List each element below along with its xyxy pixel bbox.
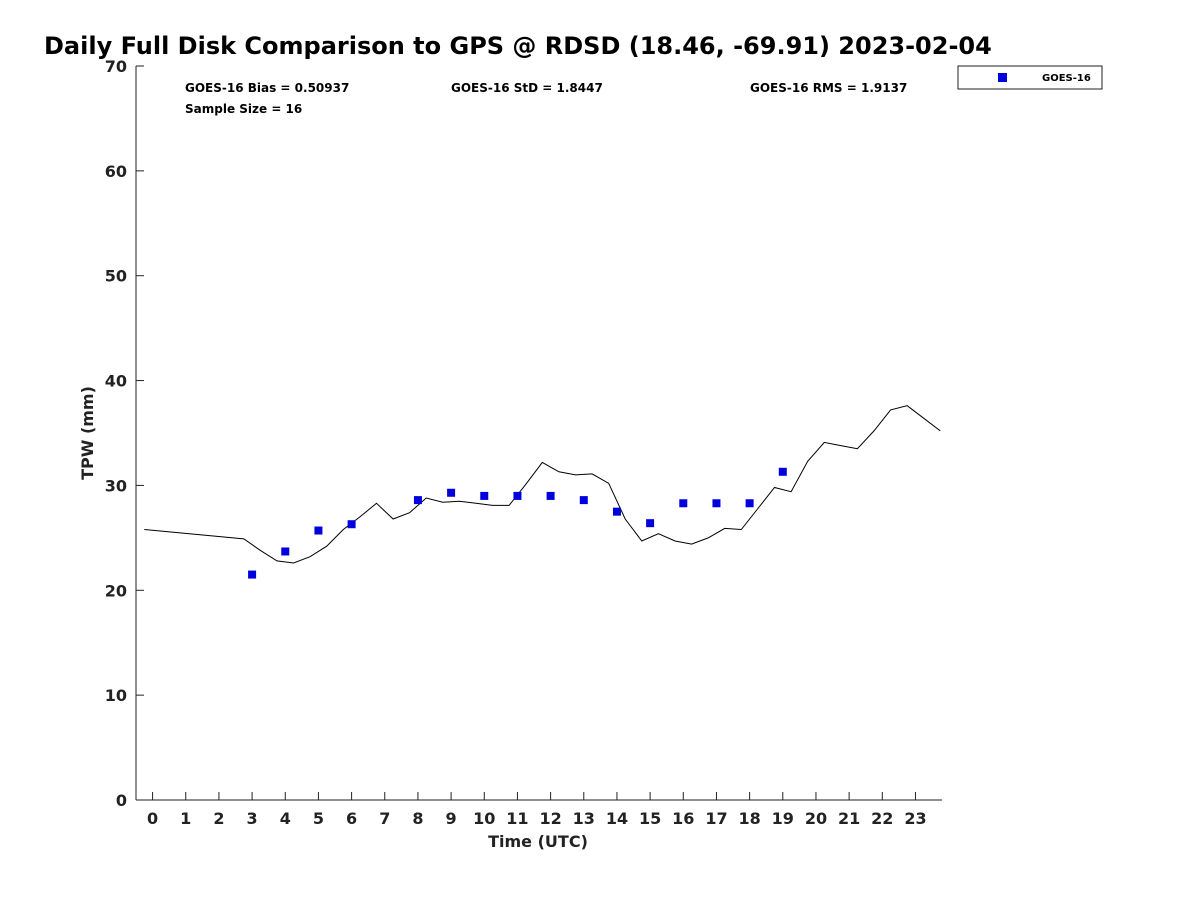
goes16-markers [248,467,787,579]
stat-rms: GOES-16 RMS = 1.9137 [750,81,907,95]
x-tick-label: 14 [606,809,628,828]
goes16-point [546,491,555,500]
x-tick-label: 22 [871,809,893,828]
legend-box [957,65,1103,90]
y-tick-label: 0 [116,791,127,810]
y-tick-label: 50 [105,267,127,286]
stat-bias: GOES-16 Bias = 0.50937 [185,81,349,95]
goes16-point [778,467,787,476]
x-tick-label: 8 [412,809,423,828]
y-tick-label: 10 [105,686,127,705]
goes16-point [480,491,489,500]
legend-marker-goes16 [998,73,1007,82]
goes16-point [413,496,422,505]
goes16-point [513,491,522,500]
x-axis-label: Time (UTC) [488,832,588,851]
x-tick-label: 15 [639,809,661,828]
goes16-point [679,499,688,508]
stat-sample-size: Sample Size = 16 [185,102,302,116]
x-tick-label: 11 [506,809,528,828]
y-tick-label: 70 [105,57,127,76]
gps-line [144,405,941,564]
x-tick-label: 2 [213,809,224,828]
y-tick-label: 30 [105,476,127,495]
x-tick-label: 18 [738,809,760,828]
x-tick-label: 12 [539,809,561,828]
x-ticks: 0 1 2 3 4 5 6 7 8 9 10 11 12 13 14 15 16 17 18 19 20 21 22 23 [147,792,927,828]
y-tick-label: 60 [105,162,127,181]
goes16-point [314,526,323,535]
goes16-point [612,507,621,516]
y-axis-label: TPW (mm) [78,386,97,480]
x-tick-label: 5 [313,809,324,828]
x-tick-label: 20 [805,809,827,828]
x-tick-label: 13 [573,809,595,828]
x-tick-label: 0 [147,809,158,828]
gps-series-line [144,405,941,564]
legend: GOES-16 [957,65,1103,90]
x-tick-label: 16 [672,809,694,828]
x-tick-label: 1 [180,809,191,828]
goes16-point [745,499,754,508]
y-tick-label: 40 [105,372,127,391]
plot-axes [135,66,942,801]
x-tick-label: 9 [446,809,457,828]
chart-title: Daily Full Disk Comparison to GPS @ RDSD… [44,32,992,60]
y-ticks: 0 10 20 30 40 50 60 70 [105,57,144,810]
stat-std: GOES-16 StD = 1.8447 [451,81,603,95]
x-tick-label: 21 [838,809,860,828]
goes16-point [579,496,588,505]
x-tick-label: 23 [904,809,926,828]
goes16-point [712,499,721,508]
goes16-point [347,520,356,529]
goes16-point [248,570,257,579]
goes16-point [447,488,456,497]
legend-label-goes16: GOES-16 [1042,73,1091,84]
x-tick-label: 10 [473,809,495,828]
x-tick-label: 6 [346,809,357,828]
goes16-point [281,547,290,556]
x-tick-label: 7 [379,809,390,828]
goes16-point [646,519,655,528]
x-tick-label: 19 [772,809,794,828]
x-tick-label: 3 [247,809,258,828]
y-tick-label: 20 [105,581,127,600]
x-tick-label: 17 [705,809,727,828]
x-tick-label: 4 [280,809,291,828]
